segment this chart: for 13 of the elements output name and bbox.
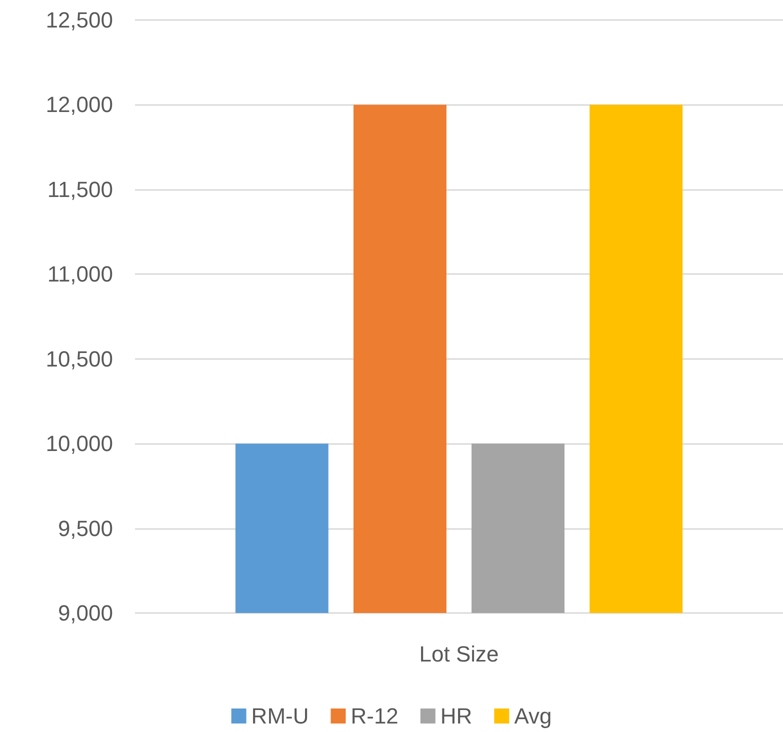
y-tick-label: 11,000 [47,262,113,287]
x-tick-label: Lot Size [419,642,499,666]
legend-label: RM-U [251,704,309,728]
y-tick-label: 9,500 [58,516,113,541]
y-tick-label: 12,500 [46,8,113,32]
y-tick-label: 12,000 [46,92,113,118]
y-tick-label: 10,000 [46,431,113,456]
legend-label: R-12 [350,704,398,728]
y-tick-label: 9,000 [58,600,113,626]
legend-label: HR [440,704,472,728]
y-tick-label: 11,500 [47,176,113,202]
legend-label: Avg [514,704,552,728]
y-tick-label: 10,500 [46,346,113,372]
